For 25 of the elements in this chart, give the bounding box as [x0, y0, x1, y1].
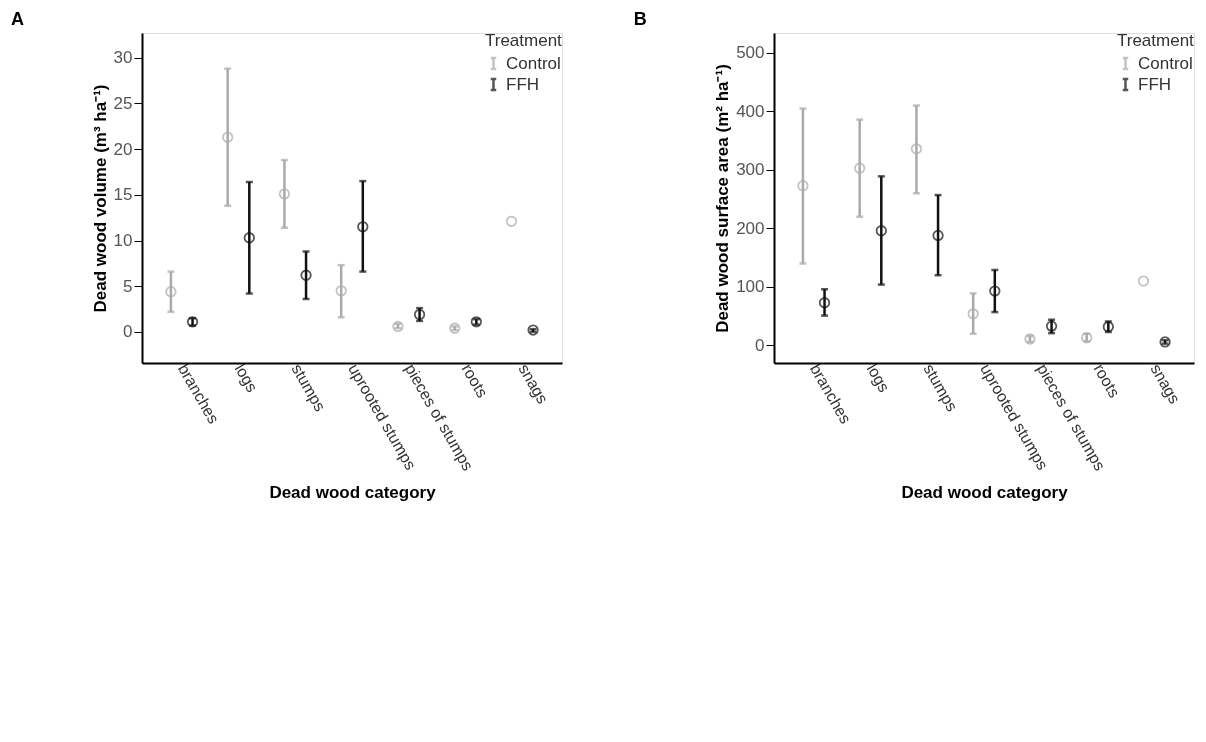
y-tick-label: 10 [113, 231, 133, 251]
y-tick-label: 25 [113, 93, 133, 113]
y-tick-label: 200 [736, 218, 765, 238]
legend-label: FFH [1138, 74, 1172, 94]
y-tick-label: 30 [113, 48, 133, 68]
y-tick-label: 0 [123, 322, 133, 342]
y-axis-title: Dead wood surface area (m² ha⁻¹) [713, 64, 733, 333]
y-tick-label: 100 [736, 277, 765, 297]
y-tick-label: 5 [123, 276, 133, 296]
y-tick-label: 300 [736, 160, 765, 180]
legend-title: Treatment [1117, 31, 1195, 50]
y-tick-label: 15 [113, 185, 133, 205]
legend-label: Control [1138, 53, 1193, 73]
x-axis-title: Dead wood category [901, 483, 1069, 503]
legend-label: FFH [506, 74, 540, 94]
x-axis-title: Dead wood category [269, 483, 437, 503]
legend-label: Control [506, 53, 561, 73]
y-tick-label: 0 [755, 335, 765, 355]
legend-title: Treatment [485, 31, 563, 50]
y-tick-label: 400 [736, 101, 765, 121]
chart-title: A [11, 9, 25, 29]
chart-title: B [633, 9, 647, 29]
y-tick-label: 500 [736, 43, 765, 63]
y-axis-title: Dead wood volume (m³ ha⁻¹) [90, 84, 110, 313]
y-tick-label: 20 [113, 139, 133, 159]
